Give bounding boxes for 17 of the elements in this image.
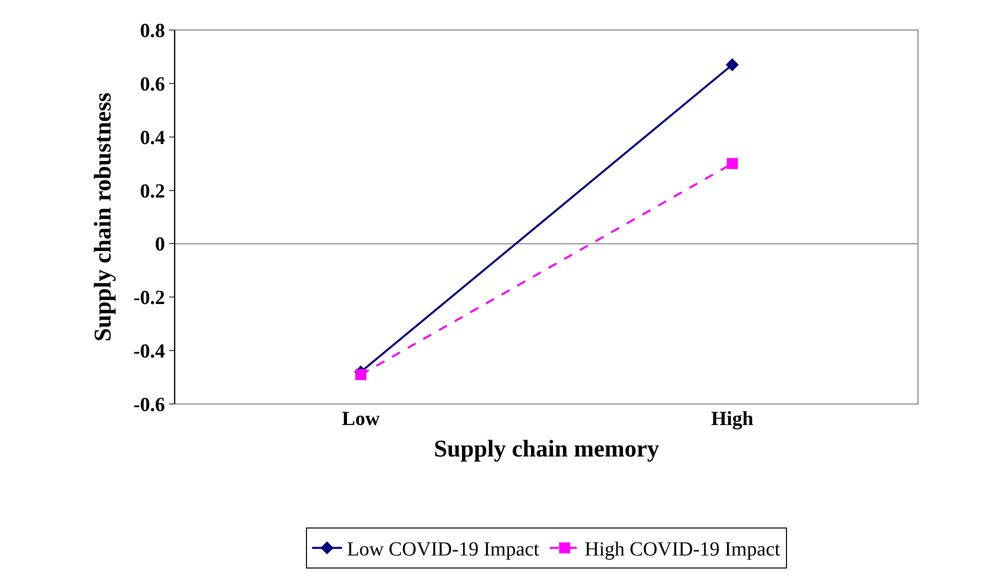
legend-label: High COVID-19 Impact — [584, 538, 781, 561]
y-tick-label: 0.8 — [140, 20, 165, 42]
point — [726, 58, 739, 72]
x-tick-label: Low — [342, 408, 380, 430]
legend-label: Low COVID-19 Impact — [347, 538, 540, 561]
y-tick-label: 0.2 — [140, 180, 165, 202]
point — [355, 369, 366, 380]
y-tick-label: 0.4 — [140, 126, 165, 149]
y-tick-label: -0.4 — [133, 340, 165, 363]
y-tick-label: 0.6 — [140, 73, 165, 96]
y-axis-title: Supply chain robustness — [90, 92, 116, 342]
point — [726, 158, 738, 170]
y-tick-label: -0.2 — [133, 287, 165, 310]
x-tick-label: High — [711, 408, 754, 430]
y-tick-label: -0.6 — [133, 394, 165, 416]
y-tick-label: 0 — [155, 234, 165, 256]
x-axis-title: Supply chain memory — [434, 436, 660, 462]
